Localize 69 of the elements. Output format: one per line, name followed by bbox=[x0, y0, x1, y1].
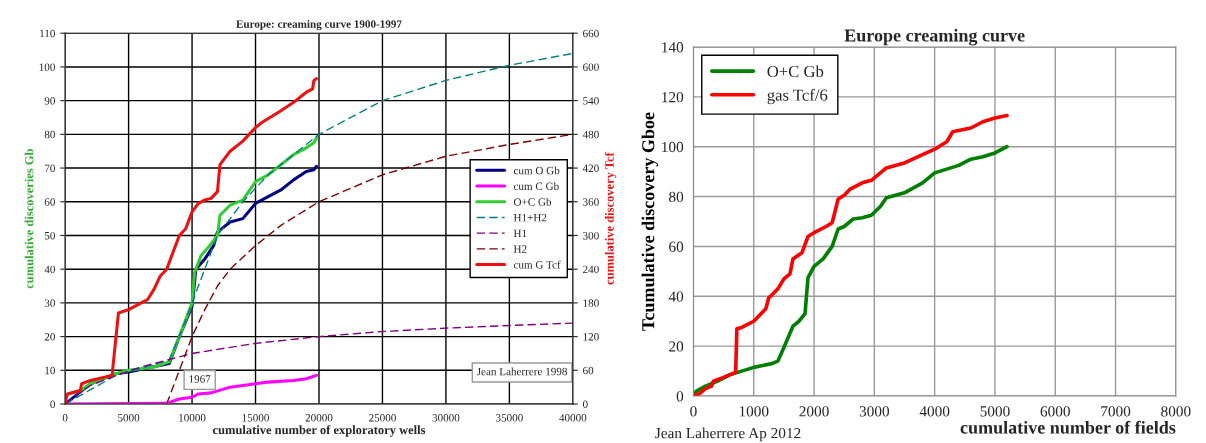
x-tick-label: 3000 bbox=[859, 406, 890, 417]
x-axis-title: cumulative number of exploratory wells bbox=[212, 425, 426, 437]
x-tick-label: 25000 bbox=[369, 414, 396, 422]
y2-tick-label: 300 bbox=[583, 231, 599, 240]
legend-label: H1 bbox=[513, 229, 527, 238]
y-axis-title: cumulative discoveries Gb bbox=[24, 149, 34, 289]
legend-label: H1+H2 bbox=[513, 213, 547, 222]
y-tick-label: 0 bbox=[676, 391, 684, 402]
chart-title: Europe creaming curve bbox=[844, 28, 1025, 46]
x-tick-label: 6000 bbox=[1040, 406, 1070, 417]
y-tick-label: 20 bbox=[669, 341, 684, 352]
y-tick-label: 60 bbox=[44, 198, 55, 206]
y2-tick-label: 480 bbox=[582, 130, 599, 139]
x-tick-label: 5000 bbox=[118, 414, 140, 422]
y2-tick-label: 240 bbox=[583, 265, 599, 274]
annotation: 1967 bbox=[189, 375, 211, 383]
y-tick-label: 0 bbox=[50, 400, 55, 408]
legend-label: cum C Gb bbox=[513, 182, 559, 191]
legend-label: cum G Tcf bbox=[513, 260, 561, 269]
x-tick-label: 5000 bbox=[980, 406, 1010, 417]
legend-label: gas Tcf/6 bbox=[767, 88, 828, 105]
y2-axis-title: cumulative discovery Tcf bbox=[604, 152, 617, 285]
legend-label: O+C Gb bbox=[767, 65, 824, 78]
y-tick-label: 10 bbox=[45, 366, 55, 375]
text: Jean Laherrere Ap 2012 bbox=[655, 427, 801, 442]
x-tick-label: 40000 bbox=[559, 414, 587, 422]
y-tick-label: 70 bbox=[45, 164, 55, 173]
y2-tick-label: 120 bbox=[583, 333, 599, 341]
y-tick-label: 110 bbox=[40, 29, 55, 38]
x-tick-label: 8000 bbox=[1161, 406, 1191, 417]
legend-label: cum O Gb bbox=[513, 166, 560, 175]
x-tick-label: 30000 bbox=[432, 414, 460, 422]
y-tick-label: 100 bbox=[39, 63, 55, 71]
x-tick-label: 10000 bbox=[179, 414, 206, 422]
y2-tick-label: 600 bbox=[583, 63, 599, 71]
legend-label: O+C Gb bbox=[513, 197, 552, 206]
x-tick-label: 4000 bbox=[919, 406, 950, 417]
x-tick-label: 15000 bbox=[242, 414, 269, 422]
y-tick-label: 80 bbox=[669, 191, 684, 203]
y-tick-label: 90 bbox=[44, 97, 55, 105]
annotation: Jean Laherrere 1998 bbox=[476, 367, 567, 376]
x-tick-label: 0 bbox=[62, 414, 68, 422]
y-tick-label: 120 bbox=[662, 91, 684, 103]
y-tick-label: 20 bbox=[44, 333, 55, 341]
x-tick-label: 0 bbox=[690, 406, 697, 417]
x-tick-label: 1000 bbox=[739, 406, 769, 417]
x-tick-label: 35000 bbox=[496, 414, 523, 422]
legend-label: H2 bbox=[513, 245, 527, 253]
y-axis-title: Tcumulative discovery Gboe bbox=[641, 112, 659, 331]
x-tick-label: 20000 bbox=[305, 414, 333, 422]
y-tick-label: 80 bbox=[44, 130, 55, 139]
y-tick-label: 40 bbox=[44, 265, 55, 274]
y2-tick-label: 540 bbox=[583, 97, 599, 105]
y-tick-label: 30 bbox=[44, 299, 55, 307]
y2-tick-label: 180 bbox=[583, 299, 599, 307]
chart-title: Europe: creaming curve 1900-1997 bbox=[236, 19, 402, 31]
y-tick-label: 100 bbox=[662, 141, 684, 153]
y-tick-label: 50 bbox=[44, 231, 55, 240]
y2-tick-label: 60 bbox=[583, 366, 594, 375]
y2-tick-label: 0 bbox=[583, 400, 588, 408]
y-tick-label: 40 bbox=[668, 291, 684, 302]
y2-tick-label: 360 bbox=[583, 198, 599, 206]
y-tick-label: 140 bbox=[662, 42, 684, 53]
y2-tick-label: 660 bbox=[583, 29, 599, 38]
x-tick-label: 7000 bbox=[1101, 406, 1131, 417]
y2-tick-label: 420 bbox=[582, 164, 599, 173]
x-tick-label: 2000 bbox=[799, 406, 829, 417]
x-axis-title: cumulative number of fields bbox=[960, 420, 1176, 434]
y-tick-label: 60 bbox=[669, 241, 684, 252]
